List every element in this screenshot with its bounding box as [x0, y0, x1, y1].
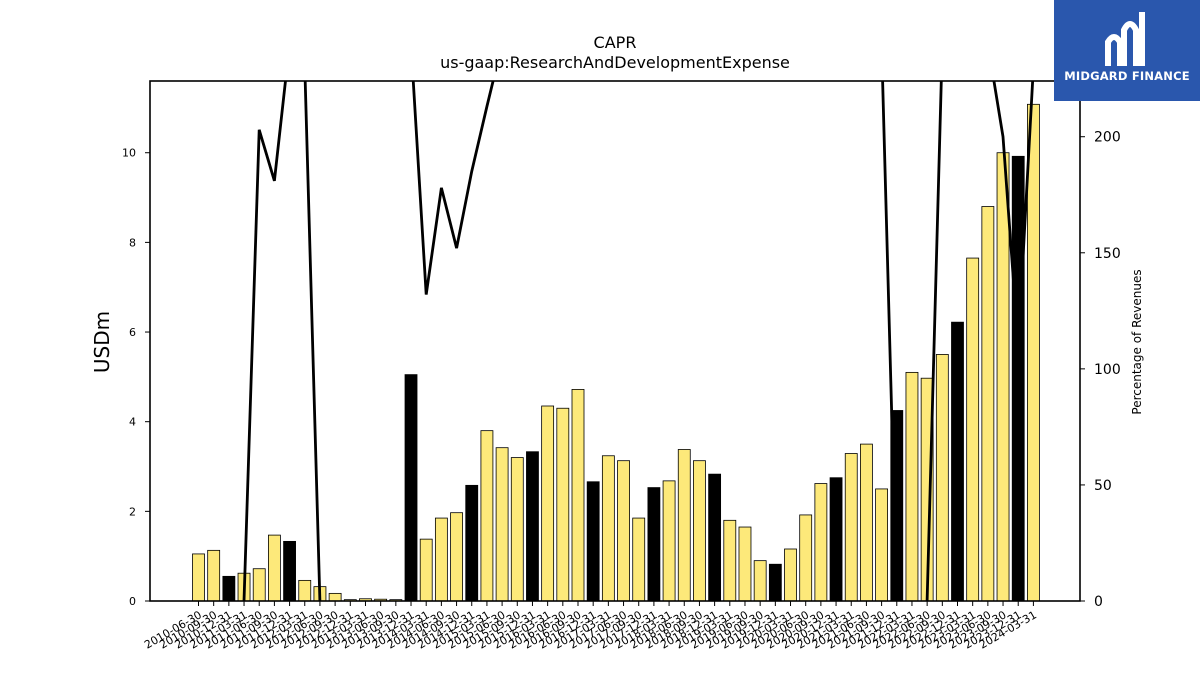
y-tick-label: 6	[129, 326, 136, 339]
bar	[571, 389, 585, 602]
bar	[768, 563, 782, 602]
bar	[1011, 155, 1025, 602]
bar	[252, 568, 266, 602]
y2-tick-label: 50	[1094, 478, 1112, 494]
bar	[404, 374, 418, 602]
bar	[935, 354, 949, 602]
bar	[510, 457, 524, 602]
bar	[693, 460, 706, 602]
bar	[860, 443, 873, 602]
plot-frame	[149, 80, 1081, 602]
y-tick-label: 10	[122, 147, 136, 160]
bar	[480, 430, 494, 602]
bar	[875, 488, 888, 602]
bar	[829, 477, 843, 602]
bar	[419, 538, 433, 602]
brand-logo: MIDGARD FINANCE	[1054, 0, 1200, 101]
bar	[996, 152, 1010, 602]
bar	[844, 453, 858, 602]
bar	[526, 451, 539, 602]
bar	[192, 553, 205, 602]
bar	[662, 480, 676, 602]
bar	[601, 455, 615, 602]
bar	[267, 534, 281, 602]
bar	[951, 321, 964, 602]
series-line	[242, 81, 1035, 601]
bar	[677, 449, 691, 602]
bar	[905, 371, 919, 602]
bar	[753, 560, 767, 602]
bar	[814, 483, 828, 602]
bar	[495, 447, 509, 602]
bar	[617, 460, 630, 602]
bar	[328, 592, 342, 602]
bar	[738, 526, 752, 602]
chart-subtitle: us-gaap:ResearchAndDevelopmentExpense	[440, 53, 790, 72]
bar	[298, 579, 312, 602]
bar	[541, 405, 555, 602]
bar	[981, 206, 995, 602]
y2-tick-label: 100	[1094, 362, 1121, 378]
y-tick-label: 4	[129, 416, 136, 429]
bar	[207, 549, 221, 602]
bar	[434, 517, 448, 602]
plot-area: 02468100501001502002010-06-302010-09-302…	[122, 80, 1121, 652]
bar	[647, 487, 661, 602]
bar	[465, 484, 479, 602]
bar	[708, 473, 722, 602]
bar	[222, 575, 236, 602]
y-tick-label: 2	[129, 505, 136, 518]
y2-axis-label: Percentage of Revenues	[1130, 269, 1144, 414]
bar	[283, 540, 296, 602]
brand-name: MIDGARD FINANCE	[1064, 69, 1190, 83]
bar	[586, 481, 600, 602]
bar	[556, 407, 570, 602]
bar	[1027, 103, 1040, 602]
y-axis-label: USDm	[90, 311, 114, 373]
midgard-logo-icon	[1105, 12, 1145, 66]
y2-tick-label: 150	[1094, 246, 1121, 262]
bar	[784, 548, 797, 602]
y2-tick-label: 0	[1094, 594, 1103, 610]
y-tick-label: 0	[129, 595, 136, 608]
bar	[632, 517, 646, 602]
bar	[966, 257, 980, 602]
chart-title: CAPR	[594, 33, 637, 52]
bar	[799, 514, 813, 602]
y2-tick-label: 200	[1094, 130, 1121, 146]
bar	[450, 512, 463, 602]
bar	[723, 519, 737, 602]
y-tick-label: 8	[129, 236, 136, 249]
